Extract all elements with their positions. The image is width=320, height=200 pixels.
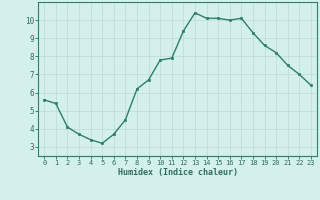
X-axis label: Humidex (Indice chaleur): Humidex (Indice chaleur): [118, 168, 238, 177]
